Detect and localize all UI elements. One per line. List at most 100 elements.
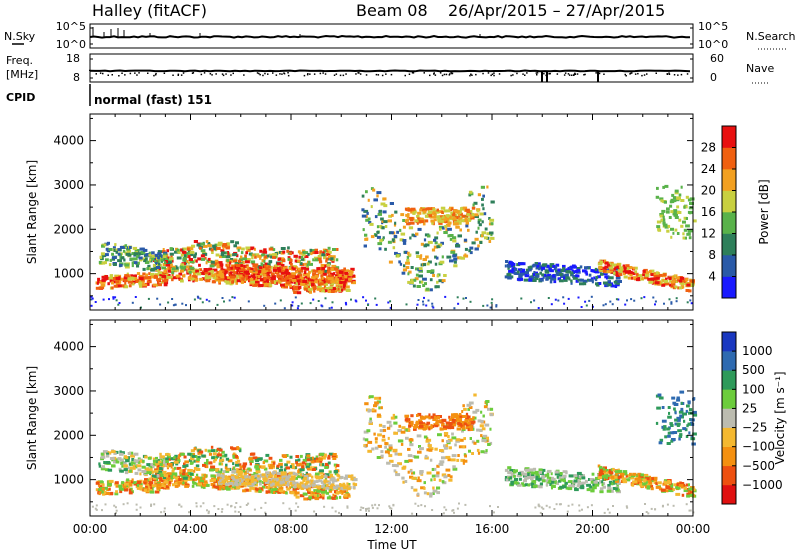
echo-cell	[101, 278, 106, 282]
echo-cell	[201, 257, 206, 261]
echo-cell	[327, 290, 331, 293]
echo-cell	[343, 476, 348, 480]
echo-cell	[324, 474, 327, 478]
echo-cell	[180, 279, 184, 283]
echo-cell	[110, 491, 114, 495]
echo-cell	[304, 275, 309, 279]
echo-cell	[145, 484, 148, 488]
ground-scatter	[233, 296, 236, 299]
echo-cell	[221, 458, 225, 462]
echo-cell	[565, 471, 568, 475]
echo-cell	[131, 282, 135, 286]
echo-cell	[160, 484, 165, 487]
echo-cell	[379, 429, 385, 433]
echo-cell	[485, 400, 490, 403]
echo-cell	[595, 476, 600, 480]
noise-left-tick-bottom: 10^0	[56, 38, 86, 51]
echo-cell	[139, 472, 142, 476]
echo-cell	[324, 278, 328, 282]
echo-cell	[248, 482, 252, 486]
echo-cell	[205, 240, 209, 244]
echo-cell	[407, 454, 413, 458]
echo-cell	[126, 484, 129, 488]
echo-cell	[527, 483, 530, 487]
echo-cell	[447, 221, 452, 225]
echo-cell	[130, 454, 135, 458]
echo-cell	[289, 252, 292, 256]
echo-cell	[324, 254, 327, 258]
echo-cell	[637, 274, 643, 278]
echo-cell	[524, 476, 529, 480]
ground-scatter	[482, 304, 485, 307]
echo-cell	[185, 464, 189, 468]
echo-cell	[218, 275, 221, 279]
nave-dot	[272, 72, 274, 74]
echo-cell	[595, 282, 599, 286]
ground-scatter	[134, 296, 137, 298]
echo-cell	[412, 284, 416, 288]
echo-cell	[444, 433, 448, 437]
ground-scatter	[205, 298, 208, 301]
echo-cell	[419, 470, 424, 473]
echo-cell	[136, 272, 141, 276]
echo-cell	[105, 247, 109, 251]
echo-cell	[323, 486, 327, 490]
echo-cell	[301, 484, 305, 488]
echo-cell	[233, 278, 239, 282]
echo-cell	[451, 416, 455, 420]
echo-cell	[97, 483, 100, 487]
ground-scatter	[584, 300, 587, 303]
ground-scatter	[457, 302, 460, 305]
echo-cell	[571, 271, 574, 275]
echo-cell	[279, 458, 283, 462]
echo-cell	[475, 230, 478, 234]
echo-cell	[443, 427, 448, 431]
echo-cell	[418, 445, 421, 448]
echo-cell	[100, 455, 106, 459]
echo-cell	[109, 457, 115, 460]
echo-cell	[465, 423, 469, 427]
echo-cell	[295, 285, 300, 289]
echo-cell	[361, 214, 367, 218]
echo-cell	[115, 282, 121, 285]
freq-gap-marker	[541, 71, 543, 82]
echo-cell	[448, 478, 453, 482]
echo-cell	[438, 462, 444, 466]
echo-cell	[422, 263, 427, 267]
echo-cell	[619, 266, 623, 270]
echo-cell	[450, 250, 456, 254]
echo-cell	[105, 253, 109, 257]
echo-cell	[184, 466, 187, 470]
echo-cell	[220, 462, 224, 466]
nave-dot	[345, 73, 347, 75]
echo-cell	[622, 472, 628, 476]
echo-cell	[326, 263, 331, 267]
echo-cell	[363, 244, 367, 248]
nave-dot	[99, 72, 102, 74]
echo-cell	[193, 240, 198, 243]
echo-cell	[175, 476, 180, 480]
echo-cell	[178, 276, 181, 280]
echo-cell	[292, 285, 295, 289]
echo-cell	[418, 419, 423, 423]
echo-cell	[141, 465, 146, 469]
echo-cell	[454, 443, 457, 447]
echo-cell	[198, 476, 203, 480]
ground-scatter	[675, 297, 678, 300]
echo-cell	[165, 453, 169, 457]
echo-cell	[146, 280, 152, 284]
echo-cell	[603, 281, 608, 285]
echo-cell	[669, 279, 672, 283]
echo-cell	[450, 425, 454, 429]
nave-dot	[322, 72, 324, 74]
echo-cell	[213, 452, 217, 456]
echo-cell	[259, 482, 262, 486]
echo-cell	[541, 273, 545, 277]
echo-cell	[147, 488, 153, 492]
echo-cell	[123, 455, 127, 459]
echo-cell	[615, 267, 619, 271]
echo-cell	[178, 454, 182, 458]
echo-cell	[532, 480, 536, 483]
echo-cell	[186, 271, 190, 275]
echo-cell	[221, 475, 227, 479]
